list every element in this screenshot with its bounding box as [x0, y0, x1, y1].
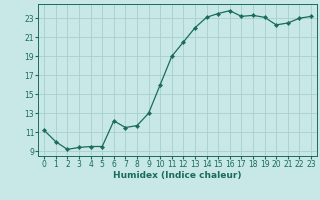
X-axis label: Humidex (Indice chaleur): Humidex (Indice chaleur): [113, 171, 242, 180]
